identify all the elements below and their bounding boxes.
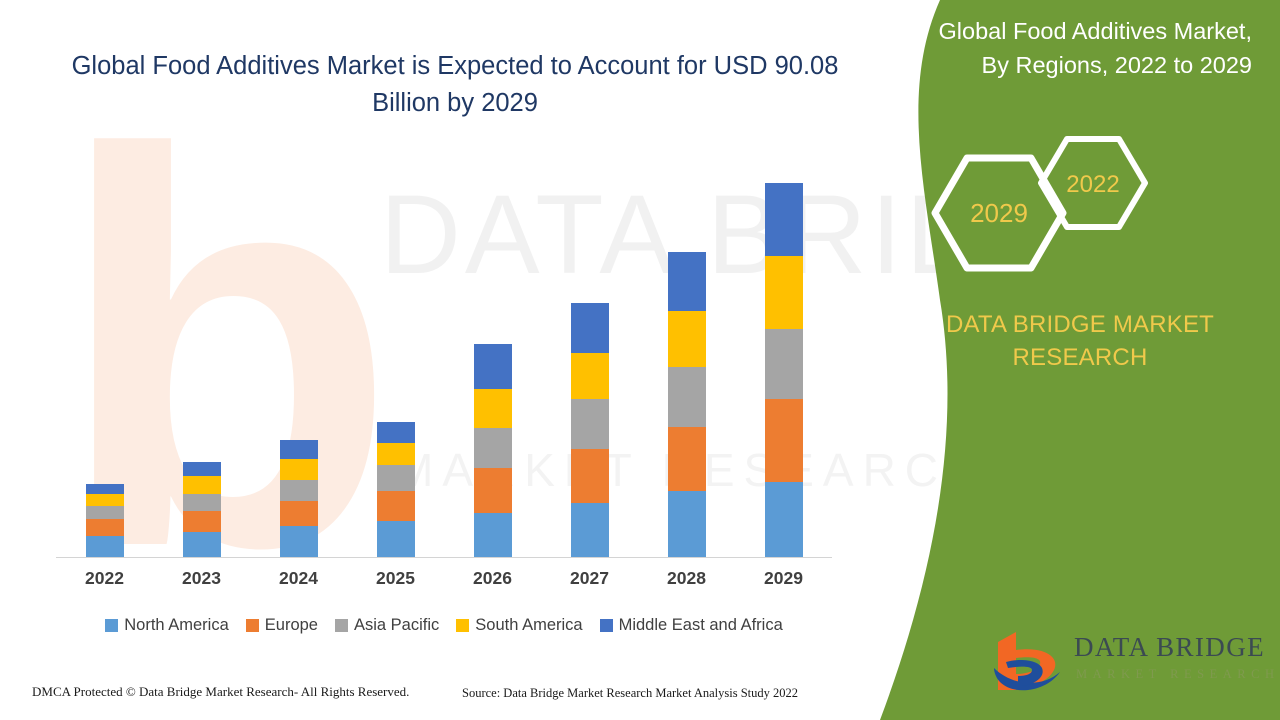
bar-group — [570, 302, 609, 558]
bar-segment — [182, 493, 221, 511]
hexagon-2022-label: 2022 — [1066, 171, 1119, 198]
x-axis-line — [56, 557, 832, 558]
bar-segment — [764, 182, 803, 256]
logo-title: DATA BRIDGE — [1074, 632, 1265, 662]
brand-panel-title-line2: By Regions, 2022 to 2029 — [981, 52, 1252, 78]
brand-panel: Global Food Additives Market, By Regions… — [820, 0, 1280, 720]
bar-segment — [473, 427, 512, 469]
legend-swatch — [105, 619, 119, 632]
footer-source: Source: Data Bridge Market Research Mark… — [462, 686, 799, 700]
logo-subtitle: MARKET RESEARCH — [1076, 667, 1280, 681]
bar-segment — [279, 440, 318, 460]
legend-swatch — [245, 619, 259, 632]
brand-panel-title: Global Food Additives Market, By Regions… — [852, 14, 1253, 82]
legend-swatch — [599, 619, 613, 632]
bar-segment — [279, 459, 318, 480]
x-axis-label: 2024 — [279, 568, 318, 588]
legend-item[interactable]: North America — [105, 616, 229, 635]
chart-legend: North America Europe Asia Pacific South Ame… — [56, 616, 832, 635]
bar-segment — [667, 311, 706, 367]
bar-group — [279, 440, 318, 558]
bar-segment — [764, 399, 803, 483]
hexagon-2022-shape — [1038, 136, 1148, 230]
brand-name-line2: RESEARCH — [1012, 344, 1148, 371]
bar-segment — [279, 526, 318, 558]
bar-segment — [85, 518, 124, 536]
legend-swatch — [335, 619, 348, 632]
x-axis-label: 2027 — [570, 568, 609, 588]
bar-segment — [182, 531, 221, 558]
bar-segment — [570, 503, 609, 558]
bar-group — [667, 251, 706, 558]
bar-segment — [570, 302, 609, 354]
bar-segment — [85, 493, 124, 506]
bar-segment — [279, 500, 318, 527]
bar-segment — [667, 491, 706, 558]
legend-label: North America — [124, 616, 229, 634]
x-axis-label: 2029 — [764, 568, 803, 588]
bar-segment — [279, 479, 318, 501]
legend-item[interactable]: Europe — [245, 616, 318, 635]
bar-segment — [376, 465, 415, 491]
bar-group — [473, 344, 512, 558]
hexagon-badges: 2029 2022 — [915, 128, 1205, 298]
bar-segment — [376, 490, 415, 521]
hexagon-2029-shape — [931, 154, 1067, 272]
legend-label: Europe — [264, 616, 318, 634]
hexagons-svg: 2029 2022 — [931, 136, 1148, 272]
x-axis-label: 2023 — [182, 568, 221, 588]
bar-segment — [182, 476, 221, 494]
bar-group — [182, 462, 221, 558]
bar-segment — [473, 389, 512, 428]
bar-segment — [85, 505, 124, 519]
bar-group — [764, 182, 803, 558]
bar-segment — [570, 398, 609, 449]
bar-segment — [376, 421, 415, 444]
bar-segment — [85, 535, 124, 558]
bar-segment — [667, 251, 706, 312]
bar-group — [85, 483, 124, 558]
bar-segment — [473, 468, 512, 513]
x-axis-label: 2025 — [376, 568, 415, 588]
green-panel-shape — [880, 0, 1280, 720]
legend-item[interactable]: South America — [456, 616, 583, 635]
bar-segment — [570, 353, 609, 399]
footer-copyright: DMCA Protected © Data Bridge Market Rese… — [32, 684, 410, 699]
bar-segment — [764, 255, 803, 329]
data-bridge-logo-icon — [994, 632, 1060, 691]
x-axis-label: 2028 — [667, 568, 706, 588]
x-axis-labels: 2022 2023 2024 2025 2026 2027 2028 2029 — [56, 568, 832, 598]
brand-name-line1: DATA BRIDGE MARKET — [945, 311, 1215, 338]
x-axis-label: 2026 — [473, 568, 512, 588]
bar-segment — [376, 443, 415, 466]
brand-name: DATA BRIDGE MARKET RESEARCH — [820, 308, 1280, 374]
legend-label: Asia Pacific — [354, 616, 440, 634]
bar-segment — [473, 344, 512, 390]
brand-panel-title-line1: Global Food Additives Market, — [938, 18, 1253, 44]
bar-segment — [764, 482, 803, 558]
chart-title: Global Food Additives Market is Expected… — [71, 52, 839, 117]
bar-group — [376, 421, 415, 558]
bar-segment — [764, 328, 803, 400]
legend-label: Middle East and Africa — [618, 616, 783, 634]
legend-item[interactable]: Asia Pacific — [335, 616, 439, 635]
legend-label: South America — [475, 616, 583, 634]
legend-item[interactable]: Middle East and Africa — [599, 616, 783, 635]
chart-panel: b DATA BRIDGE MARKET RESEARCH Global Foo… — [32, 52, 1157, 700]
bar-segment — [667, 426, 706, 492]
bar-segment — [376, 520, 415, 558]
x-axis-label: 2022 — [85, 568, 124, 588]
bar-segment — [473, 512, 512, 558]
bar-segment — [570, 448, 609, 504]
bar-segment — [85, 483, 124, 494]
hexagon-2029-label: 2029 — [970, 198, 1028, 228]
legend-swatch — [456, 619, 470, 632]
bar-segment — [667, 366, 706, 427]
bar-segment — [182, 462, 221, 477]
bar-segment — [182, 510, 221, 532]
chart-bars-area — [56, 150, 832, 558]
company-logo: DATA BRIDGE MARKET RESEARCH — [990, 622, 1274, 697]
